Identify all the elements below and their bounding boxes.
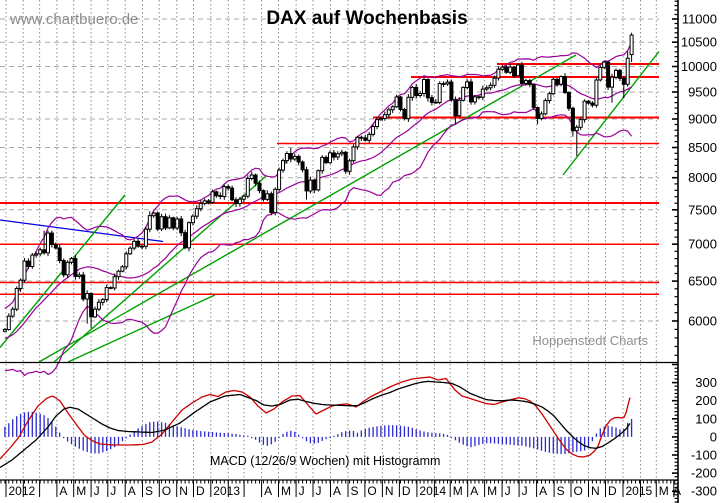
svg-text:200: 200 [695, 393, 717, 408]
svg-text:M: M [281, 484, 291, 498]
svg-text:10000: 10000 [681, 59, 717, 74]
svg-text:J: J [110, 484, 116, 498]
svg-text:6000: 6000 [688, 314, 717, 329]
svg-text:2014: 2014 [419, 484, 446, 498]
svg-text:M: M [453, 484, 463, 498]
svg-text:www.chartbuero.de: www.chartbuero.de [9, 11, 138, 28]
svg-text:DAX auf Wochenbasis: DAX auf Wochenbasis [266, 8, 467, 29]
svg-text:A: A [673, 484, 681, 498]
svg-text:D: D [402, 484, 411, 498]
svg-text:S: S [351, 484, 359, 498]
svg-text:11000: 11000 [682, 12, 717, 27]
svg-text:-300: -300 [691, 484, 717, 499]
svg-text:A: A [333, 484, 341, 498]
svg-text:Hoppenstedt Charts: Hoppenstedt Charts [532, 333, 648, 348]
svg-text:100: 100 [695, 411, 717, 426]
svg-text:2013: 2013 [213, 484, 240, 498]
svg-text:A: A [59, 484, 67, 498]
svg-text:J: J [505, 484, 511, 498]
svg-text:7000: 7000 [688, 237, 717, 252]
svg-text:O: O [574, 484, 583, 498]
svg-text:9500: 9500 [688, 85, 717, 100]
svg-text:2015: 2015 [626, 484, 653, 498]
svg-text:10500: 10500 [681, 35, 717, 50]
svg-text:-200: -200 [691, 466, 717, 481]
svg-text:N: N [591, 484, 600, 498]
svg-text:6500: 6500 [688, 274, 717, 289]
svg-text:2012: 2012 [9, 484, 36, 498]
svg-text:0: 0 [710, 429, 717, 444]
svg-text:J: J [316, 484, 322, 498]
svg-text:O: O [162, 484, 171, 498]
svg-text:O: O [367, 484, 376, 498]
svg-text:M: M [487, 484, 497, 498]
svg-text:J: J [522, 484, 528, 498]
svg-text:J: J [94, 484, 100, 498]
svg-text:MACD (12/26/9 Wochen) mit Hist: MACD (12/26/9 Wochen) mit Histogramm [210, 454, 440, 468]
svg-text:D: D [608, 484, 617, 498]
svg-text:J: J [299, 484, 305, 498]
svg-text:A: A [128, 484, 136, 498]
svg-text:7500: 7500 [688, 202, 717, 217]
svg-text:-100: -100 [691, 448, 717, 463]
svg-text:8000: 8000 [688, 170, 717, 185]
svg-text:A: A [539, 484, 547, 498]
svg-text:S: S [557, 484, 565, 498]
svg-text:N: N [179, 484, 188, 498]
svg-text:N: N [385, 484, 394, 498]
svg-text:S: S [145, 484, 153, 498]
svg-text:300: 300 [695, 375, 717, 390]
svg-text:9000: 9000 [688, 112, 717, 127]
svg-text:A: A [470, 484, 478, 498]
svg-text:M: M [659, 484, 669, 498]
svg-text:8500: 8500 [688, 140, 717, 155]
svg-text:D: D [196, 484, 205, 498]
svg-text:A: A [264, 484, 272, 498]
svg-text:M: M [76, 484, 86, 498]
